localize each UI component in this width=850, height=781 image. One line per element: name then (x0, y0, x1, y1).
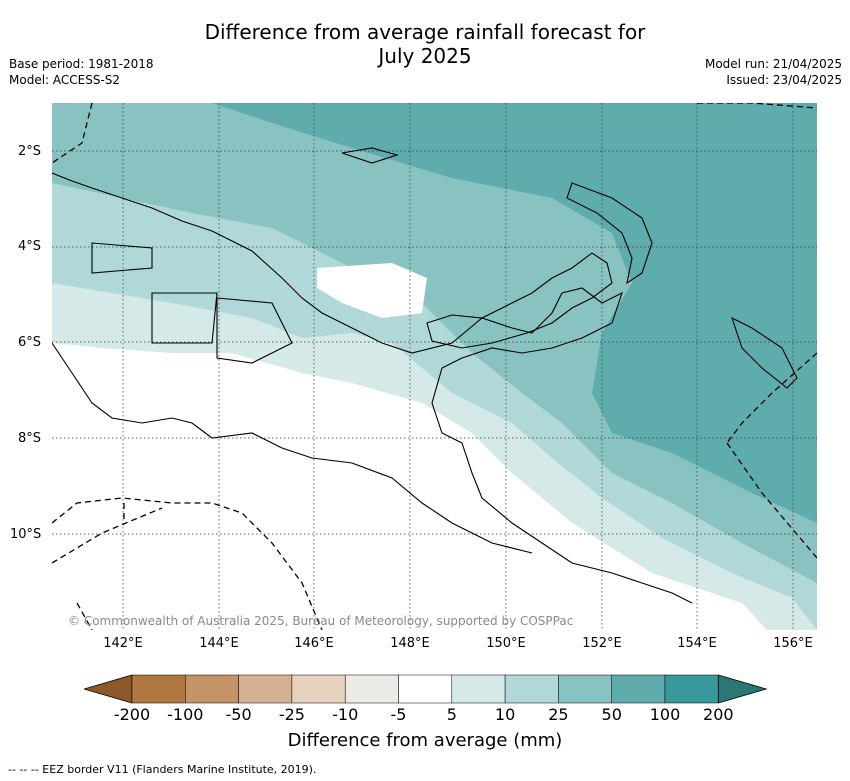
base-period-text: Base period: 1981-2018 (9, 57, 154, 71)
coastlines (52, 147, 798, 604)
title-line-1: Difference from average rainfall forecas… (204, 20, 646, 44)
lon-label-154e: 154°E (677, 636, 717, 651)
issued-text: Issued: 23/04/2025 (726, 73, 842, 87)
graticule (52, 103, 817, 630)
colorbar-bin (611, 674, 666, 704)
colorbar-tick-label: 50 (601, 705, 622, 724)
lon-label-146e: 146°E (294, 636, 334, 651)
colorbar-extend-low (84, 674, 133, 704)
new-guinea-coast (52, 172, 693, 604)
colorbar-bin (131, 674, 186, 704)
title-line-2: July 2025 (378, 44, 472, 68)
colorbar-tick-label: 100 (649, 705, 681, 724)
province-borders (91, 242, 293, 364)
colorbar-tick-label: -50 (225, 705, 252, 724)
colorbar-tick-label: -100 (167, 705, 204, 724)
model-run-text: Model run: 21/04/2025 (704, 57, 842, 71)
rainfall-anomaly-map (52, 103, 817, 630)
lat-label-8s: 8°S (18, 431, 42, 446)
colorbar-tick-label: 10 (494, 705, 516, 724)
colorbar-tick-label: -25 (278, 705, 305, 724)
model-text: Model: ACCESS-S2 (9, 73, 121, 87)
lat-label-4s: 4°S (18, 239, 42, 254)
lon-label-144e: 144°E (199, 636, 239, 651)
lon-label-148e: 148°E (390, 636, 430, 651)
new-britain-coast (426, 252, 613, 349)
colorbar-title: Difference from average (mm) (287, 730, 563, 751)
colorbar-tick-label: -5 (390, 705, 407, 724)
colorbar-bin (664, 674, 719, 704)
lon-label-150e: 150°E (486, 636, 526, 651)
band-white-south (52, 398, 692, 630)
new-ireland-coast (566, 182, 653, 285)
colorbar-tick-label: 200 (703, 705, 734, 724)
meta-right: Model run: 21/04/2025 Issued: 23/04/2025 (705, 56, 842, 88)
manus-coast (341, 147, 399, 164)
colorbar-bin (398, 674, 453, 704)
colorbar-bin (185, 674, 239, 704)
lon-label-152e: 152°E (582, 636, 622, 651)
colorbar-bin (451, 674, 506, 704)
meta-left: Base period: 1981-2018 Model: ACCESS-S2 (9, 56, 154, 88)
colorbar-bin (238, 674, 293, 704)
map-title: Difference from average rainfall forecas… (0, 20, 850, 68)
colorbar-tick-label: 25 (548, 705, 569, 724)
colorbar-tick-label: -200 (113, 705, 151, 724)
eez-footnote: -- -- -- EEZ border V11 (Flanders Marine… (8, 763, 317, 776)
colorbar-tick-label: -10 (332, 705, 359, 724)
lon-label-156e: 156°E (773, 636, 813, 651)
colorbar-bin (344, 674, 399, 704)
colorbar-bin (558, 674, 612, 704)
lat-label-6s: 6°S (18, 335, 42, 350)
lat-label-10s: 10°S (10, 527, 42, 542)
band-white-center (317, 263, 427, 318)
colorbar-bin (291, 674, 346, 704)
lon-label-142e: 142°E (103, 636, 143, 651)
copyright-text: © Commonwealth of Australia 2025, Bureau… (68, 614, 574, 628)
colorbar (84, 674, 768, 704)
bougainville-coast (731, 316, 798, 389)
band-50-100 (212, 103, 817, 523)
colorbar-extend-high (717, 674, 768, 704)
eez-borders (52, 103, 817, 630)
colorbar-bin (504, 674, 559, 704)
colorbar-tick-label: 5 (446, 705, 457, 724)
lat-label-2s: 2°S (18, 144, 42, 159)
